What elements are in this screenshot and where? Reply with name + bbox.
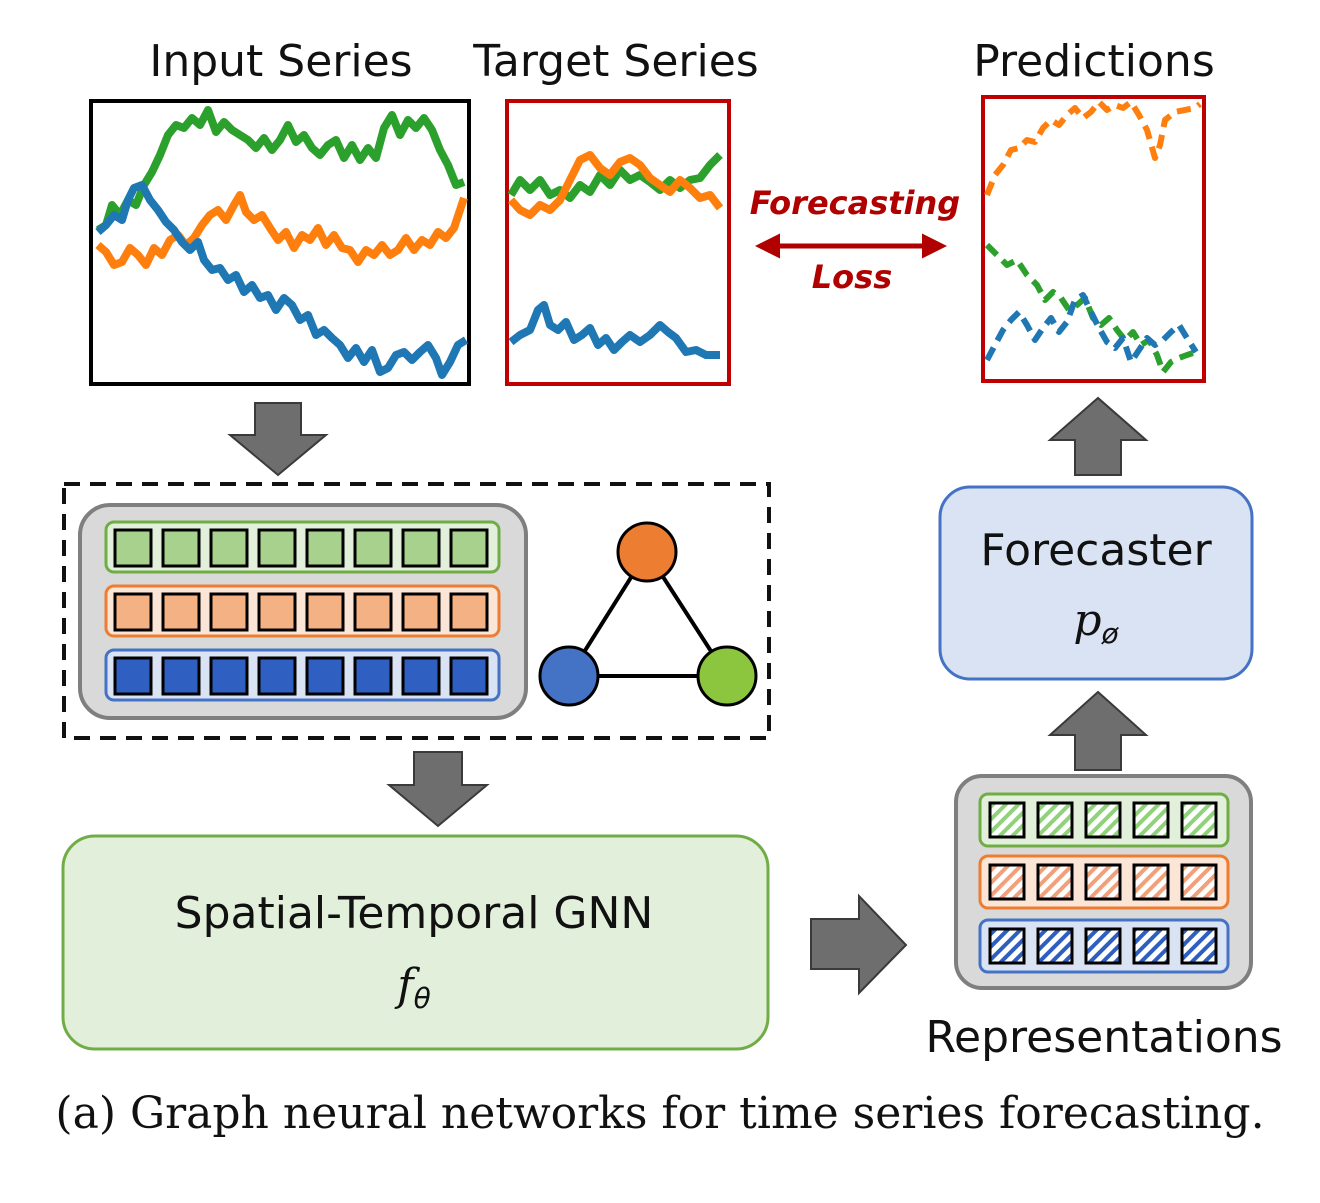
input-series-green-line: [95, 106, 466, 234]
graph: [538, 521, 758, 707]
representations-label: Representations: [925, 1012, 1282, 1063]
forecaster-label: Forecaster: [980, 525, 1212, 576]
representation-cell-orange: [1132, 863, 1170, 901]
feature-cell-blue: [257, 656, 297, 696]
feature-cell-orange: [449, 592, 489, 632]
representations-container: [954, 774, 1253, 990]
representation-cell-green: [1084, 801, 1122, 839]
gnn-box: Spatial-Temporal GNN fθ: [61, 834, 770, 1051]
representation-cell-blue: [1132, 927, 1170, 965]
representation-cell-blue: [1036, 927, 1074, 965]
feature-cell-orange: [353, 592, 393, 632]
gnn-label: Spatial-Temporal GNN: [175, 888, 654, 939]
feature-cell-green: [161, 528, 201, 568]
feature-cell-blue: [209, 656, 249, 696]
arrow-up-2: [1047, 396, 1149, 476]
arrow-up-1: [1047, 690, 1149, 771]
graph-node-green: [696, 645, 758, 707]
feature-cell-orange: [305, 592, 345, 632]
arrow-down-2: [386, 751, 490, 828]
predictions-panel: [981, 95, 1206, 383]
predictions-title: Predictions: [973, 36, 1215, 87]
input-series-blue-line: [95, 181, 469, 379]
target-series-orange-line: [508, 151, 724, 219]
feature-cell-green: [305, 528, 345, 568]
input-graph-group: [62, 482, 771, 740]
feature-cell-blue: [401, 656, 441, 696]
forecaster-symbol: pø: [1073, 595, 1119, 650]
representation-cell-blue: [988, 927, 1026, 965]
graph-node-blue: [538, 645, 600, 707]
feature-cell-orange: [209, 592, 249, 632]
representation-cell-blue: [1180, 927, 1218, 965]
feature-row-green: [104, 520, 501, 574]
representation-cell-blue: [1084, 927, 1122, 965]
feature-cell-blue: [113, 656, 153, 696]
feature-cell-blue: [161, 656, 201, 696]
feature-cell-blue: [449, 656, 489, 696]
representation-cell-orange: [1084, 863, 1122, 901]
representation-cell-orange: [1180, 863, 1218, 901]
representation-cell-green: [988, 801, 1026, 839]
representation-cell-orange: [1036, 863, 1074, 901]
figure-caption: (a) Graph neural networks for time serie…: [55, 1088, 1264, 1139]
input-series-orange-line: [95, 191, 468, 269]
forecasting-label: Forecasting: [750, 184, 960, 222]
feature-cell-green: [113, 528, 153, 568]
feature-cell-green: [209, 528, 249, 568]
representation-cell-orange: [988, 863, 1026, 901]
feature-cell-green: [449, 528, 489, 568]
feature-row-orange: [104, 584, 501, 638]
feature-cell-green: [257, 528, 297, 568]
feature-row-blue: [104, 648, 501, 702]
arrow-down-1: [227, 402, 329, 477]
input-feature-cells: [113, 528, 489, 696]
input-series-panel: [89, 99, 471, 386]
loss-label: Loss: [812, 258, 892, 296]
representation-cells: [988, 801, 1218, 965]
graph-node-orange: [616, 521, 678, 583]
arrow-right-1: [810, 893, 908, 996]
feature-cell-blue: [353, 656, 393, 696]
feature-cell-orange: [113, 592, 153, 632]
target-series-blue-line: [508, 301, 720, 359]
forecaster-box: Forecaster pø: [938, 485, 1254, 681]
feature-cell-orange: [161, 592, 201, 632]
feature-cell-blue: [305, 656, 345, 696]
feature-cell-green: [353, 528, 393, 568]
predictions-green-line: [984, 242, 1197, 375]
representation-cell-green: [1132, 801, 1170, 839]
predictions-blue-line: [984, 292, 1199, 365]
representation-cell-green: [1036, 801, 1074, 839]
target-series-panel: [505, 99, 731, 386]
input-series-title: Input Series: [149, 36, 412, 87]
feature-cell-orange: [401, 592, 441, 632]
representation-cell-green: [1180, 801, 1218, 839]
feature-cell-green: [401, 528, 441, 568]
target-series-title: Target Series: [472, 36, 758, 87]
feature-cell-orange: [257, 592, 297, 632]
